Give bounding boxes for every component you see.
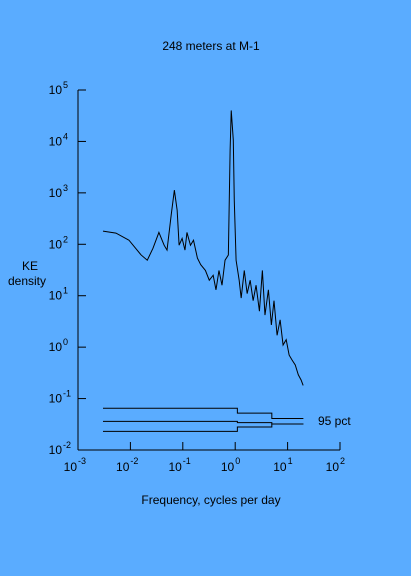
y-axis-label: density: [8, 274, 46, 288]
x-tick-label: 10: [168, 460, 182, 474]
x-tick-label: 10: [221, 460, 235, 474]
y-tick-label: 10: [49, 392, 63, 406]
chart-title: 248 meters at M-1: [162, 39, 260, 53]
y-tick-exponent: 4: [63, 131, 68, 141]
x-tick-label: 10: [116, 460, 130, 474]
x-tick-exponent: 1: [288, 456, 293, 466]
y-tick-label: 10: [49, 289, 63, 303]
y-tick-label: 10: [49, 237, 63, 251]
y-tick-exponent: 0: [63, 337, 68, 347]
x-tick-exponent: -3: [78, 456, 86, 466]
y-tick-exponent: -2: [63, 440, 71, 450]
x-tick-label: 10: [273, 460, 287, 474]
y-tick-exponent: 5: [63, 80, 68, 90]
y-tick-exponent: -1: [63, 389, 71, 399]
y-tick-label: 10: [49, 340, 63, 354]
x-axis-label: Frequency, cycles per day: [141, 493, 280, 507]
y-axis-label: KE: [22, 259, 38, 273]
data-line: [102, 110, 304, 386]
y-tick-exponent: 1: [63, 286, 68, 296]
y-tick-label: 10: [49, 83, 63, 97]
x-tick-label: 10: [326, 460, 340, 474]
x-tick-exponent: 0: [235, 456, 240, 466]
x-tick-exponent: -1: [183, 456, 191, 466]
y-tick-exponent: 2: [63, 234, 68, 244]
y-tick-label: 10: [49, 134, 63, 148]
data-line: [103, 423, 304, 432]
x-tick-exponent: -2: [130, 456, 138, 466]
x-tick-exponent: 2: [340, 456, 345, 466]
y-tick-label: 10: [49, 186, 63, 200]
x-tick-label: 10: [64, 460, 78, 474]
y-tick-exponent: 3: [63, 183, 68, 193]
data-line: [103, 407, 304, 419]
annotation: 95 pct: [318, 414, 351, 428]
y-tick-label: 10: [49, 443, 63, 457]
